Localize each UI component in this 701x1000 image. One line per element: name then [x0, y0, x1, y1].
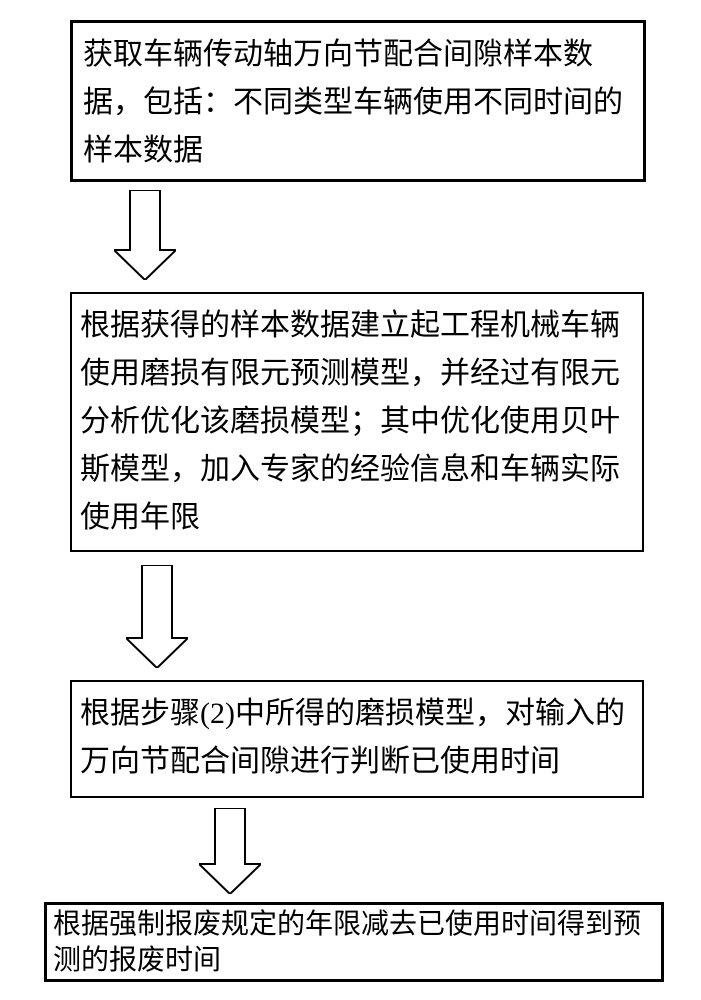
step-3-box: 根据步骤(2)中所得的磨损模型，对输入的万向节配合间隙进行判断已使用时间 — [70, 680, 644, 798]
step-1-box: 获取车辆传动轴万向节配合间隙样本数据，包括：不同类型车辆使用不同时间的样本数据 — [70, 20, 646, 182]
flowchart-canvas: 获取车辆传动轴万向节配合间隙样本数据，包括：不同类型车辆使用不同时间的样本数据 … — [0, 0, 701, 1000]
arrow-1 — [114, 190, 176, 280]
step-2-text: 根据获得的样本数据建立起工程机械车辆使用磨损有限元预测模型，并经过有限元分析优化… — [72, 294, 642, 542]
step-1-text: 获取车辆传动轴万向节配合间隙样本数据，包括：不同类型车辆使用不同时间的样本数据 — [73, 23, 643, 175]
step-4-text: 根据强制报废规定的年限减去已使用时间得到预测的报废时间 — [47, 905, 661, 979]
arrow-3 — [199, 808, 261, 894]
step-2-box: 根据获得的样本数据建立起工程机械车辆使用磨损有限元预测模型，并经过有限元分析优化… — [70, 292, 644, 552]
step-4-box: 根据强制报废规定的年限减去已使用时间得到预测的报废时间 — [44, 902, 664, 982]
arrow-2 — [126, 565, 188, 668]
step-3-text: 根据步骤(2)中所得的磨损模型，对输入的万向节配合间隙进行判断已使用时间 — [72, 682, 642, 786]
